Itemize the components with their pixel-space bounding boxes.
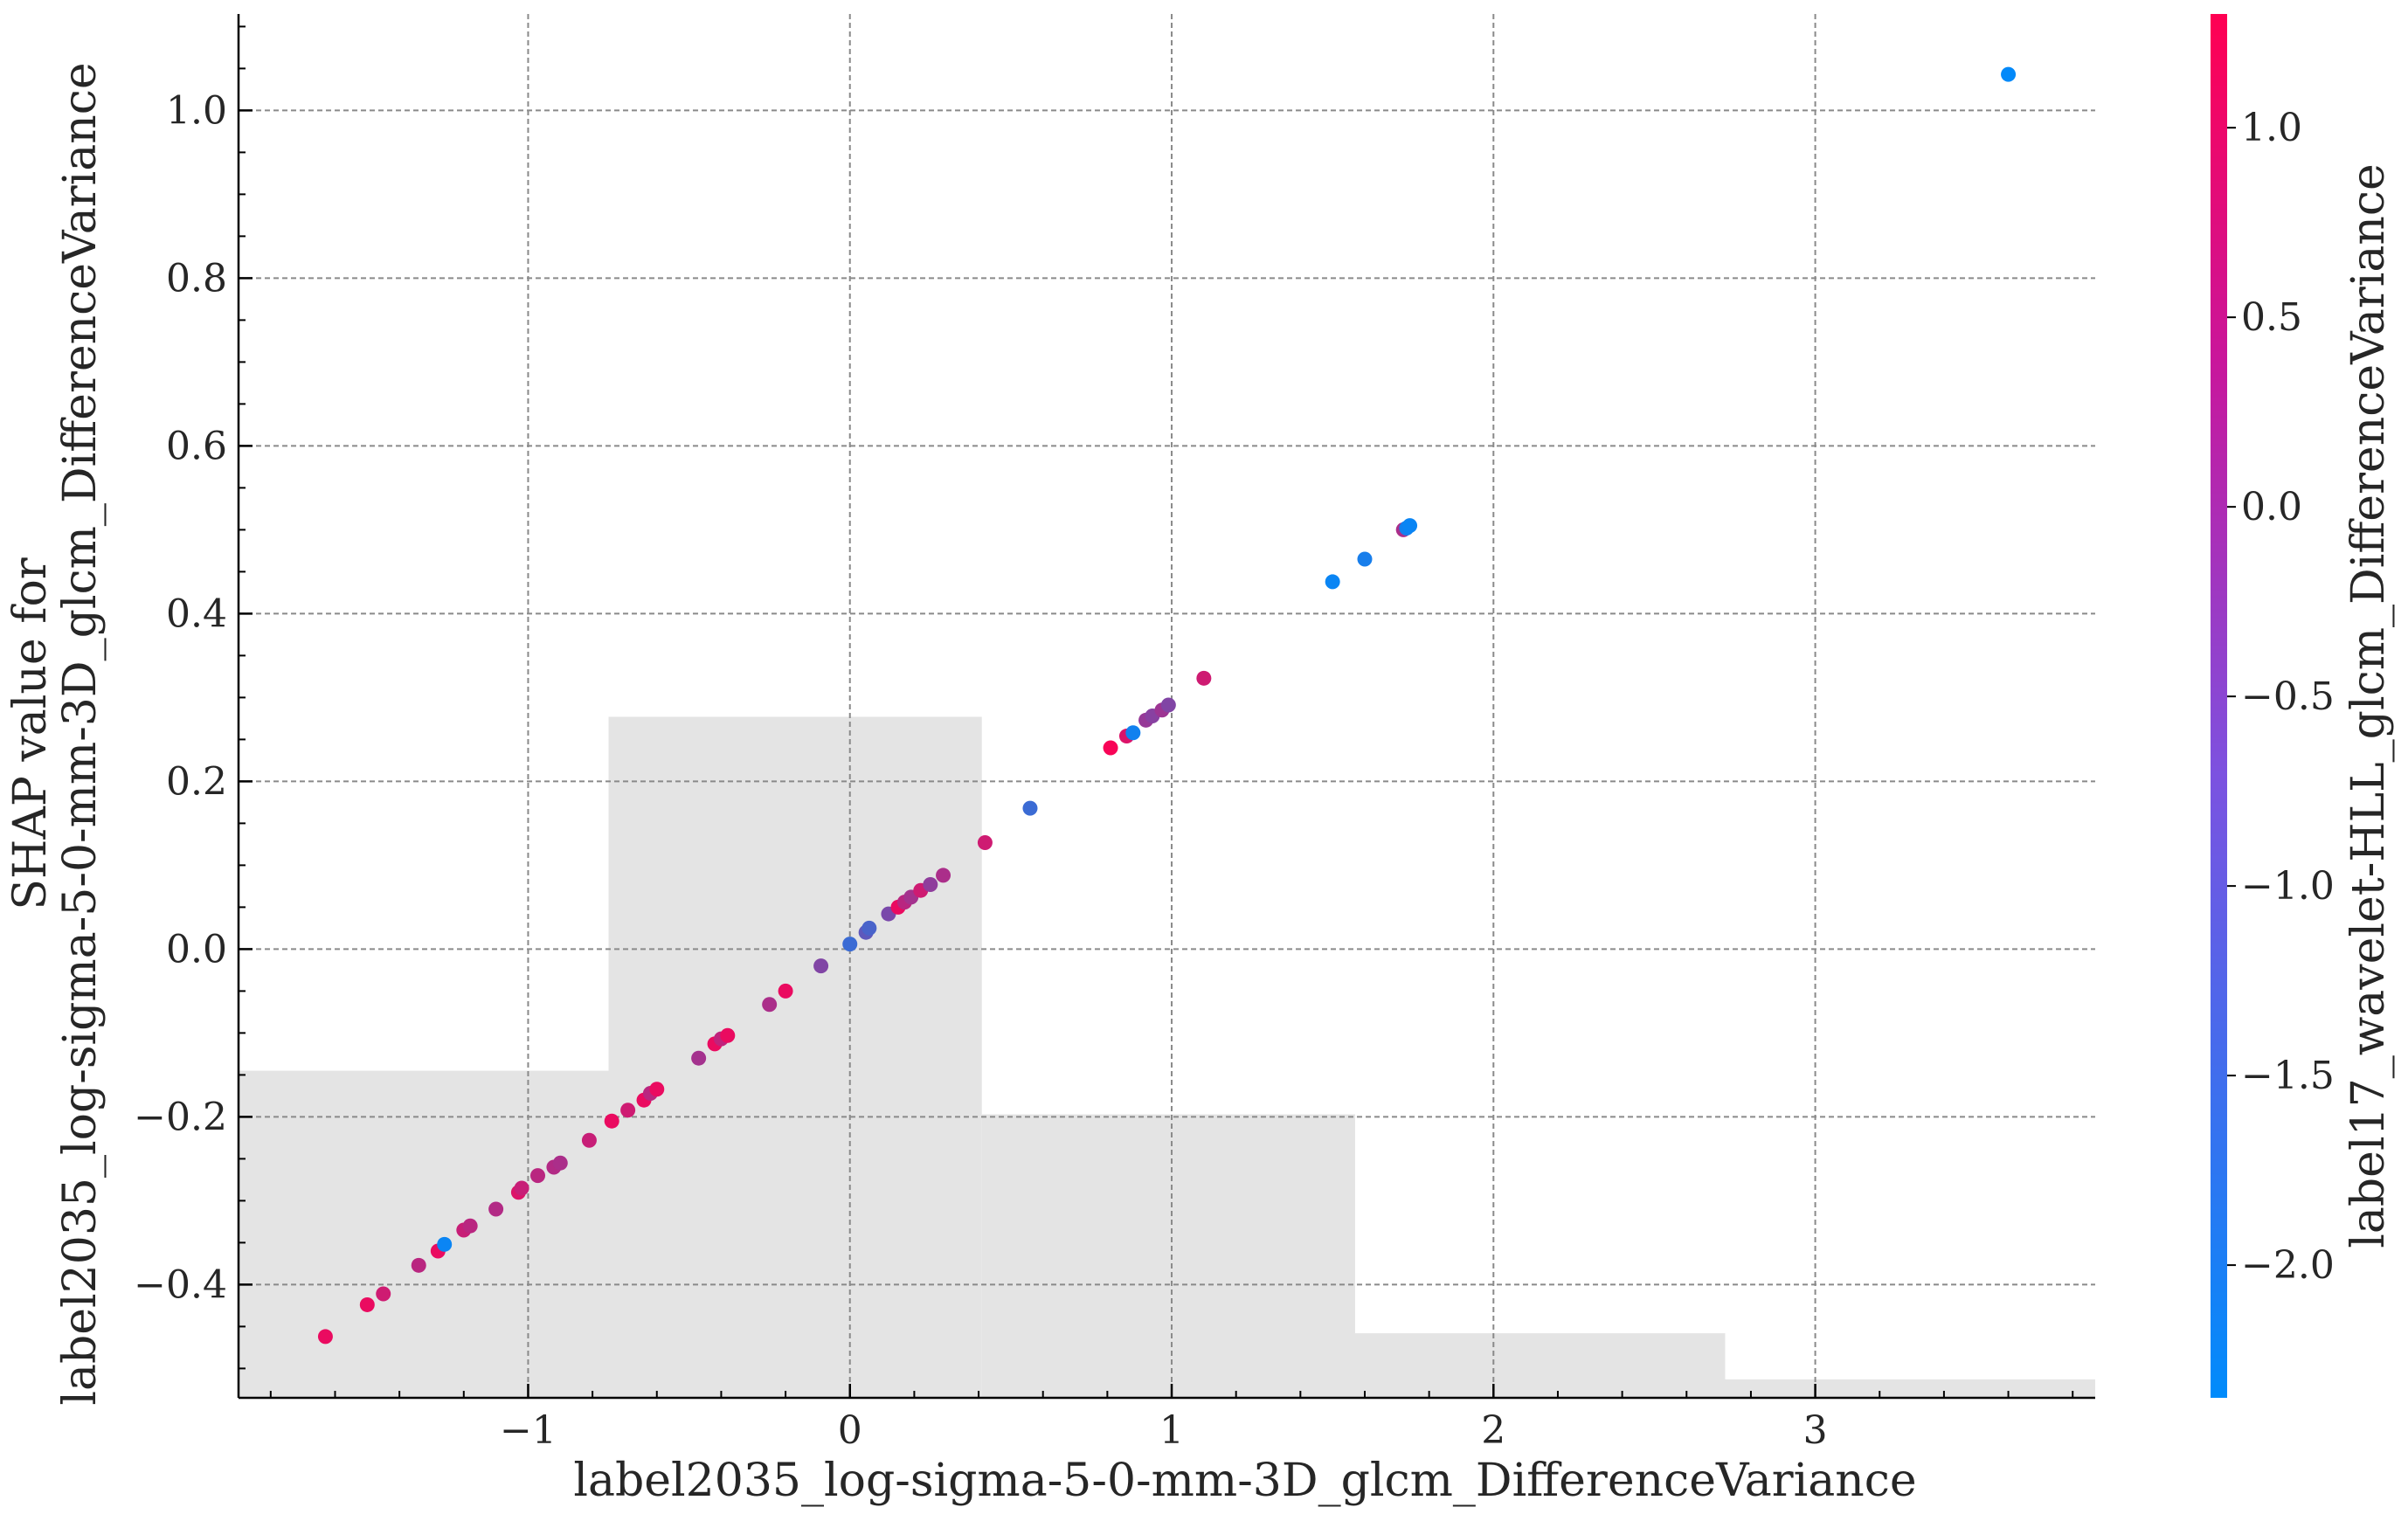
scatter-point-37 <box>936 868 951 883</box>
scatter-point-24 <box>720 1027 736 1043</box>
scatter-point-26 <box>778 983 793 999</box>
colorbar-tick-label-6: −2.0 <box>2241 1243 2335 1288</box>
colorbar-tick-label-5: −1.5 <box>2241 1054 2335 1098</box>
scatter-point-38 <box>977 834 993 850</box>
scatter-point-11 <box>514 1180 529 1196</box>
scatter-point-1 <box>317 1329 333 1345</box>
histogram-bar-1 <box>239 1070 609 1398</box>
x-axis-title: label2035_log-sigma-5-0-mm-3D_glcm_Diffe… <box>573 1455 1916 1507</box>
colorbar-tick-label-0: 1.0 <box>2241 106 2302 150</box>
scatter-point-42 <box>1125 725 1141 741</box>
y-tick-label-0: −0.4 <box>134 1262 227 1307</box>
y-axis-title-line-2: label2035_log-sigma-5-0-mm-3D_glcm_Diffe… <box>54 62 107 1405</box>
y-axis-title-line-1: SHAP value for <box>4 557 57 909</box>
colorbar-ticks: 1.0 0.5 0.0 −0.5 −1.0 −1.5 −2.0 <box>2227 106 2335 1288</box>
scatter-point-30 <box>861 920 877 936</box>
scatter-point-46 <box>1160 697 1176 713</box>
y-tick-labels: −0.4 −0.2 0.0 0.2 0.4 0.6 0.8 1.0 <box>134 88 227 1307</box>
histogram-bar-5 <box>1725 1379 2095 1398</box>
scatter-point-49 <box>1357 551 1373 567</box>
colorbar-tick-label-3: −0.5 <box>2241 674 2335 719</box>
scatter-point-3 <box>376 1286 391 1302</box>
x-tick-label-2: 1 <box>1159 1408 1184 1453</box>
scatter-point-17 <box>620 1103 636 1118</box>
scatter-point-36 <box>923 876 938 892</box>
x-tick-label-3: 2 <box>1481 1408 1505 1453</box>
histogram-bar-4 <box>1354 1333 1726 1398</box>
scatter-point-52 <box>1402 518 1418 534</box>
colorbar <box>2211 14 2227 1398</box>
scatter-point-12 <box>530 1168 546 1184</box>
x-tick-label-1: 0 <box>838 1408 862 1453</box>
scatter-point-21 <box>691 1050 707 1066</box>
scatter-point-47 <box>1196 670 1212 686</box>
histogram-bar-3 <box>981 1114 1355 1398</box>
scatter-point-25 <box>762 997 778 1013</box>
scatter-point-14 <box>552 1155 568 1171</box>
x-tick-labels: −1 0 1 2 3 <box>500 1408 1828 1453</box>
scatter-point-53 <box>2001 66 2017 82</box>
grid <box>239 14 2095 1398</box>
scatter-point-40 <box>1103 740 1118 756</box>
scatter-point-48 <box>1325 574 1340 590</box>
colorbar-tick-label-2: 0.0 <box>2241 485 2302 529</box>
y-tick-label-3: 0.2 <box>166 759 227 804</box>
y-tick-label-5: 0.6 <box>166 424 227 468</box>
y-tick-label-2: 0.0 <box>166 927 227 971</box>
scatter-point-8 <box>462 1218 478 1234</box>
scatter-point-27 <box>813 958 829 974</box>
y-tick-label-6: 0.8 <box>166 256 227 301</box>
y-tick-label-7: 1.0 <box>166 88 227 133</box>
scatter-point-2 <box>359 1296 375 1312</box>
axes <box>237 14 2095 1400</box>
scatter-point-16 <box>604 1113 619 1129</box>
x-tick-label-4: 3 <box>1803 1408 1828 1453</box>
scatter-point-4 <box>411 1257 426 1273</box>
colorbar-tick-label-4: −1.0 <box>2241 864 2335 909</box>
histogram <box>239 716 2095 1398</box>
colorbar-tick-label-1: 0.5 <box>2241 295 2302 340</box>
scatter-point-9 <box>488 1201 504 1217</box>
scatter-point-20 <box>649 1082 665 1097</box>
colorbar-title: label17_wavelet-HLL_glcm_DifferenceVaria… <box>2342 163 2395 1248</box>
scatter-point-28 <box>842 937 858 952</box>
scatter-point-39 <box>1022 800 1038 816</box>
scatter-points <box>317 66 2017 1345</box>
scatter-point-6 <box>437 1236 453 1252</box>
histogram-bar-2 <box>608 716 982 1398</box>
y-axis-title: SHAP value for label2035_log-sigma-5-0-m… <box>4 62 107 1405</box>
x-tick-label-0: −1 <box>500 1408 557 1453</box>
scatter-point-15 <box>581 1132 597 1148</box>
y-tick-label-4: 0.4 <box>166 591 227 636</box>
y-tick-label-1: −0.2 <box>134 1095 227 1139</box>
